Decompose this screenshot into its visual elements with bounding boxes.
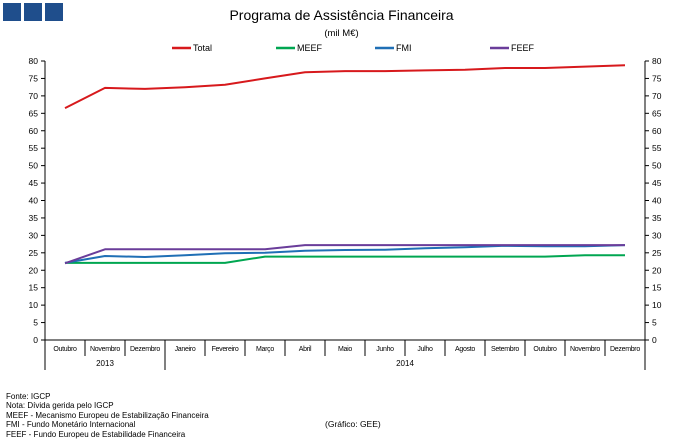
footnotes: Fonte: IGCP Nota: Dívida gerida pelo IGC… <box>6 392 209 439</box>
y-tick-label-left: 45 <box>29 178 39 188</box>
legend-label-meef: MEEF <box>297 43 323 53</box>
logo <box>3 3 63 21</box>
chart-title: Programa de Assistência Financeira <box>229 7 454 23</box>
y-tick-label-left: 35 <box>29 213 39 223</box>
y-tick-label-left: 80 <box>29 56 39 66</box>
series-line-total <box>64 64 626 109</box>
y-tick-label-left: 25 <box>29 248 39 258</box>
footnote: Fonte: IGCP <box>6 392 51 401</box>
y-tick-label-left: 55 <box>29 143 39 153</box>
y-tick-label-left: 20 <box>29 265 39 275</box>
series-line-feef <box>64 244 625 265</box>
x-tick-label: Dezembro <box>130 346 160 353</box>
x-tick-label: Outubro <box>533 346 557 353</box>
y-tick-label-right: 80 <box>652 56 662 66</box>
y-tick-label-right: 75 <box>652 73 662 83</box>
y-tick-label-right: 50 <box>652 161 662 171</box>
logo-square <box>3 3 21 21</box>
y-tick-label-right: 55 <box>652 143 662 153</box>
y-tick-label-right: 45 <box>652 178 662 188</box>
y-tick-label-left: 0 <box>33 335 38 345</box>
y-tick-label-right: 65 <box>652 108 662 118</box>
series-line-fmi <box>64 244 626 264</box>
x-tick-label: Agosto <box>455 346 475 353</box>
x-tick-label: Dezembro <box>610 346 640 353</box>
y-tick-label-left: 50 <box>29 161 39 171</box>
y-tick-label-right: 15 <box>652 283 662 293</box>
y-tick-label-right: 0 <box>652 335 657 345</box>
x-tick-label: Junho <box>376 346 394 353</box>
x-tick-label: Novembro <box>90 346 120 353</box>
x-tick-label: Março <box>256 346 274 353</box>
x-tick-label: Julho <box>417 346 433 353</box>
x-tick-label: Maio <box>338 346 352 353</box>
x-tick-label: Setembro <box>491 346 519 353</box>
y-tick-label-right: 25 <box>652 248 662 258</box>
x-tick-label: Fevereiro <box>212 346 239 353</box>
legend-label-total: Total <box>193 43 212 53</box>
y-tick-label-left: 15 <box>29 283 39 293</box>
x-tick-label: Outubro <box>53 346 77 353</box>
year-label: 2013 <box>96 359 114 368</box>
logo-square <box>45 3 63 21</box>
footnote: FEEF - Fundo Europeu de Estabilidade Fin… <box>6 429 186 439</box>
legend-label-fmi: FMI <box>396 43 412 53</box>
logo-square <box>24 3 42 21</box>
footnote: Nota: Dívida gerida pelo IGCP <box>6 401 114 411</box>
y-tick-label-left: 5 <box>33 318 38 328</box>
chart-credit: (Gráfico: GEE) <box>325 419 381 429</box>
y-tick-label-left: 65 <box>29 108 39 118</box>
y-tick-label-left: 30 <box>29 230 39 240</box>
y-tick-label-right: 5 <box>652 318 657 328</box>
y-tick-label-right: 35 <box>652 213 662 223</box>
chart-subtitle: (mil M€) <box>324 28 359 39</box>
x-tick-label: Janeiro <box>175 346 196 353</box>
footnote: MEEF - Mecanismo Europeu de Estabilizaçã… <box>6 410 209 420</box>
y-tick-label-right: 40 <box>652 196 662 206</box>
y-tick-label-left: 60 <box>29 126 39 136</box>
y-tick-label-right: 70 <box>652 91 662 101</box>
footnote: FMI - Fundo Monetário Internacional <box>6 420 136 430</box>
y-tick-label-left: 75 <box>29 73 39 83</box>
y-tick-label-right: 10 <box>652 300 662 310</box>
y-tick-label-right: 30 <box>652 230 662 240</box>
year-label: 2014 <box>396 359 414 368</box>
y-tick-label-right: 60 <box>652 126 662 136</box>
y-tick-label-left: 40 <box>29 196 39 206</box>
x-tick-label: Novembro <box>570 346 600 353</box>
x-tick-label: Abril <box>299 346 312 353</box>
series-line-meef <box>65 254 625 264</box>
legend-label-feef: FEEF <box>511 43 535 53</box>
y-tick-label-left: 70 <box>29 91 39 101</box>
y-tick-label-left: 10 <box>29 300 39 310</box>
y-tick-label-right: 20 <box>652 265 662 275</box>
